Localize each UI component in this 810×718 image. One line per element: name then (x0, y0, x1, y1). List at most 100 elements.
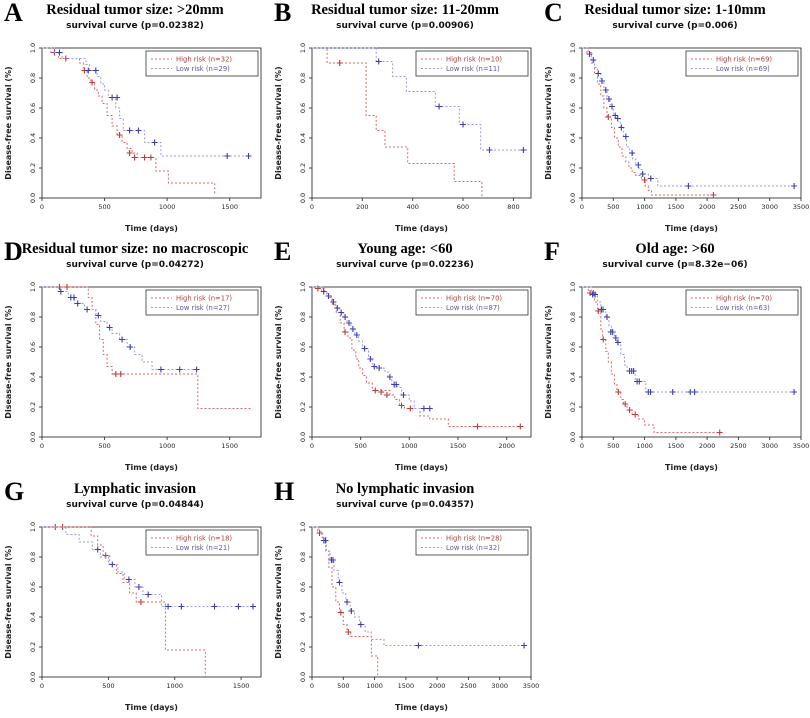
x-tick-label: 0 (40, 682, 44, 690)
panel-letter: D (4, 237, 23, 266)
y-tick-label: 0.6 (569, 103, 577, 113)
legend-box (685, 289, 799, 316)
x-tick-label: 600 (457, 203, 469, 211)
panel-subtitle: survival curve (p=8.32e−06) (602, 260, 748, 270)
panel-letter: G (4, 477, 25, 506)
x-tick-label: 500 (337, 682, 349, 690)
x-tick-label: 0 (40, 203, 44, 211)
x-tick-label: 500 (98, 203, 110, 211)
y-tick-label: 0.8 (299, 73, 307, 83)
x-tick-label: 1500 (668, 442, 685, 450)
y-tick-label: 1.0 (29, 522, 37, 532)
x-tick-label: 1000 (166, 682, 183, 690)
low-risk-censor-marks (589, 291, 798, 395)
x-tick-label: 500 (354, 442, 366, 450)
survival-plot: 0 200 400 600 800 0.0 0.2 0.4 0.6 0.8 1.0 Time (day… (274, 43, 532, 233)
x-tick-label: 400 (406, 203, 418, 211)
panel-g: G Lymphatic invasion survival curve (p=0.0… (0, 479, 270, 717)
high-risk-curve (582, 286, 721, 433)
x-tick-label: 500 (607, 203, 619, 211)
panel-header: C Residual tumor size: 1-10mm survival cur… (540, 0, 810, 40)
panel-h: H No lymphatic invasion survival curve (p=… (270, 479, 540, 717)
x-tick-label: 0 (310, 203, 314, 211)
y-tick-label: 0.8 (29, 73, 37, 83)
y-tick-label: 0.8 (29, 312, 37, 322)
x-tick-label: 2000 (498, 442, 515, 450)
plot-box (311, 286, 532, 438)
panel-subtitle: survival curve (p=0.04844) (66, 500, 204, 510)
high-risk-censor-marks (605, 114, 717, 198)
plot-box (41, 286, 262, 438)
y-tick-label: 1.0 (299, 43, 307, 53)
y-tick-label: 0.2 (29, 163, 37, 173)
plot-box (581, 47, 802, 199)
x-tick-label: 1500 (668, 203, 685, 211)
low-risk-curve (42, 47, 250, 157)
legend-label: Low risk (n=63) (716, 304, 770, 312)
panel-subtitle: survival curve (p=0.006) (612, 21, 738, 31)
x-tick-label: 2500 (730, 442, 747, 450)
high-risk-censor-marks (587, 290, 723, 436)
legend-box (685, 50, 799, 77)
plot-box (311, 47, 532, 199)
y-tick-label: 0.4 (569, 372, 577, 382)
low-risk-censor-marks (57, 288, 200, 373)
x-tick-label: 1000 (159, 203, 176, 211)
y-tick-label: 0.0 (299, 672, 307, 682)
panel-letter: H (274, 477, 295, 506)
panel-header: A Residual tumor size: >20mm survival curv… (0, 0, 270, 40)
x-tick-label: 0 (580, 442, 584, 450)
y-tick-label: 0.4 (299, 133, 307, 143)
x-tick-label: 0 (580, 203, 584, 211)
y-tick-label: 0.4 (299, 612, 307, 622)
low-risk-curve (312, 526, 525, 646)
x-axis-label: Time (days) (395, 703, 448, 712)
high-risk-curve (312, 47, 483, 198)
panel-c: C Residual tumor size: 1-10mm survival cur… (540, 0, 810, 238)
legend-label: Low risk (n=32) (446, 544, 500, 552)
panel-title: No lymphatic invasion (335, 481, 475, 497)
legend-box (145, 50, 259, 77)
y-tick-label: 0.8 (29, 552, 37, 562)
x-axis-label: Time (days) (395, 224, 448, 233)
y-tick-label: 0.4 (569, 133, 577, 143)
x-tick-label: 800 (507, 203, 519, 211)
y-tick-label: 0.2 (299, 642, 307, 652)
x-tick-label: 1000 (636, 442, 653, 450)
panel-title: Young age: <60 (357, 241, 453, 257)
legend-label: Low risk (n=21) (176, 544, 230, 552)
x-tick-label: 1500 (398, 682, 415, 690)
x-tick-label: 1500 (221, 442, 238, 450)
legend-label: High risk (n=69) (716, 56, 772, 64)
x-tick-label: 1500 (221, 203, 238, 211)
x-tick-label: 3500 (523, 682, 540, 690)
legend-label: High risk (n=32) (176, 56, 232, 64)
legend-label: Low risk (n=11) (446, 65, 500, 73)
x-tick-label: 3000 (491, 682, 508, 690)
panel-subtitle: survival curve (p=0.04272) (66, 260, 204, 270)
y-tick-label: 0.6 (299, 582, 307, 592)
legend-label: High risk (n=10) (446, 56, 502, 64)
y-tick-label: 0.4 (299, 372, 307, 382)
x-tick-label: 2500 (460, 682, 477, 690)
low-risk-censor-marks (56, 49, 252, 159)
low-risk-censor-marks (320, 537, 528, 649)
legend-label: High risk (n=70) (446, 295, 502, 303)
x-tick-label: 0 (310, 442, 314, 450)
survival-plot: 0 500 1000 1500 2000 2500 3000 3500 0.0 0.2 0.4 0.6… (544, 282, 809, 472)
survival-plot: 0 500 1000 1500 2000 2500 3000 3500 0.0 0.2 0.4 0.6… (544, 43, 809, 233)
y-tick-label: 0.2 (569, 163, 577, 173)
y-tick-label: 0.6 (29, 582, 37, 592)
legend-label: Low risk (n=29) (176, 65, 230, 73)
y-tick-label: 1.0 (29, 282, 37, 292)
panel-header: F Old age: >60 survival curve (p=8.32e−06) (540, 239, 810, 279)
y-axis-label: Disease-free survival (%) (274, 305, 283, 418)
y-tick-label: 0.2 (29, 402, 37, 412)
panel-subtitle: survival curve (p=0.00906) (336, 21, 474, 31)
panel-e: E Young age: <60 survival curve (p=0.02236… (270, 239, 540, 477)
y-axis-label: Disease-free survival (%) (544, 305, 553, 418)
plot-box (311, 526, 532, 678)
y-tick-label: 1.0 (299, 522, 307, 532)
y-tick-label: 0.4 (29, 612, 37, 622)
x-tick-label: 3000 (761, 203, 778, 211)
